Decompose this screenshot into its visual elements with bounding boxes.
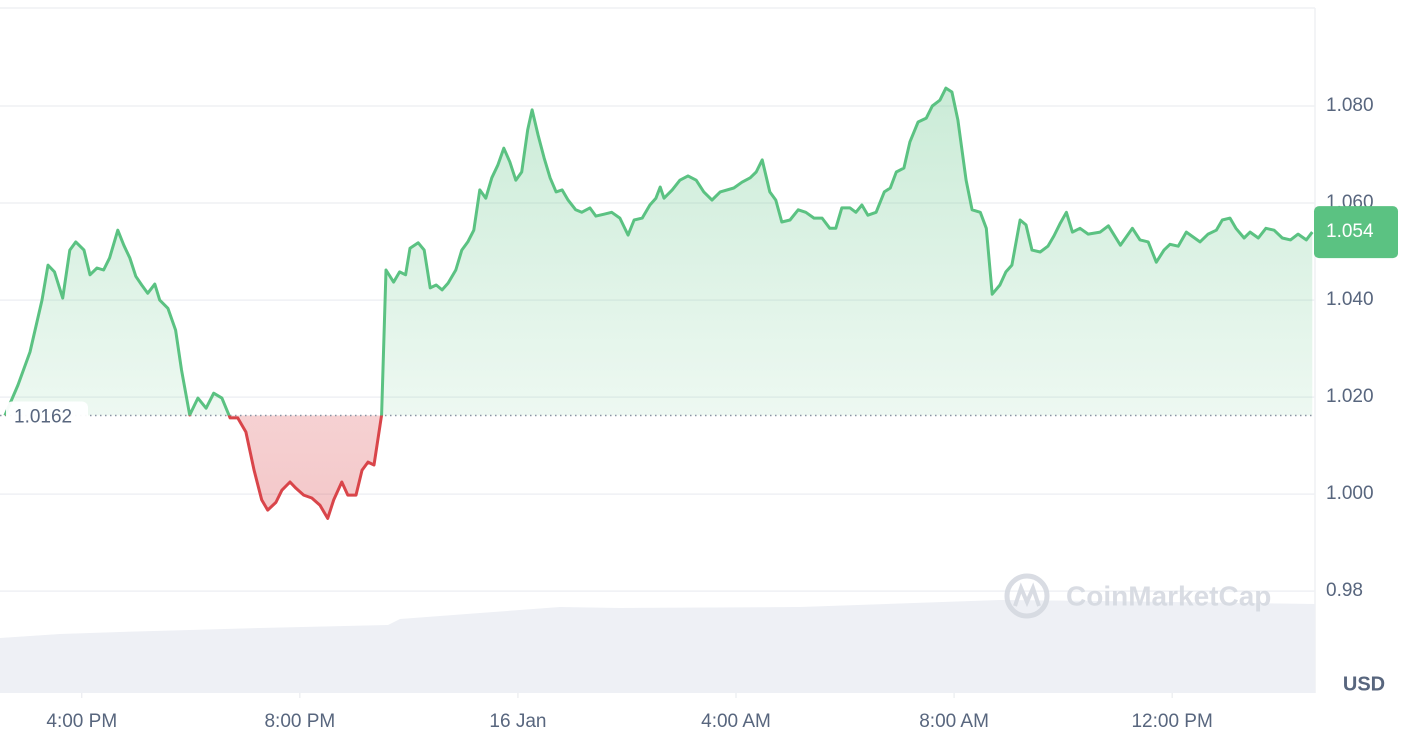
area-fill-down [229,415,382,519]
x-tick-label: 8:00 AM [919,711,989,732]
watermark-logo-mark [1013,582,1041,608]
watermark-text: CoinMarketCap [1066,580,1271,611]
y-tick-label: 1.000 [1326,483,1374,504]
current-price-label: 1.054 [1326,221,1374,242]
baseline-label: 1.0162 [14,407,72,428]
y-tick-label: 1.020 [1326,386,1374,407]
current-price-badge [1314,206,1398,259]
x-tick-label: 16 Jan [489,711,546,732]
baseline-label-bg [6,401,88,432]
y-tick-label: 1.040 [1326,289,1374,310]
volume-area [0,600,1315,693]
y-tick-label: 0.98 [1326,580,1363,601]
x-tick-label: 12:00 PM [1131,711,1212,732]
watermark-logo [1004,573,1050,619]
y-unit: USD [1343,673,1385,695]
price-line-up [3,86,1314,416]
x-tick-label: 4:00 PM [46,711,117,732]
watermark: CoinMarketCap [1004,573,1271,619]
y-tick-label: 1.080 [1326,95,1374,116]
x-tick-label: 4:00 AM [701,711,771,732]
x-tick-label: 8:00 PM [264,711,335,732]
price-line-down [4,415,384,520]
area-fill-up [4,88,1313,416]
